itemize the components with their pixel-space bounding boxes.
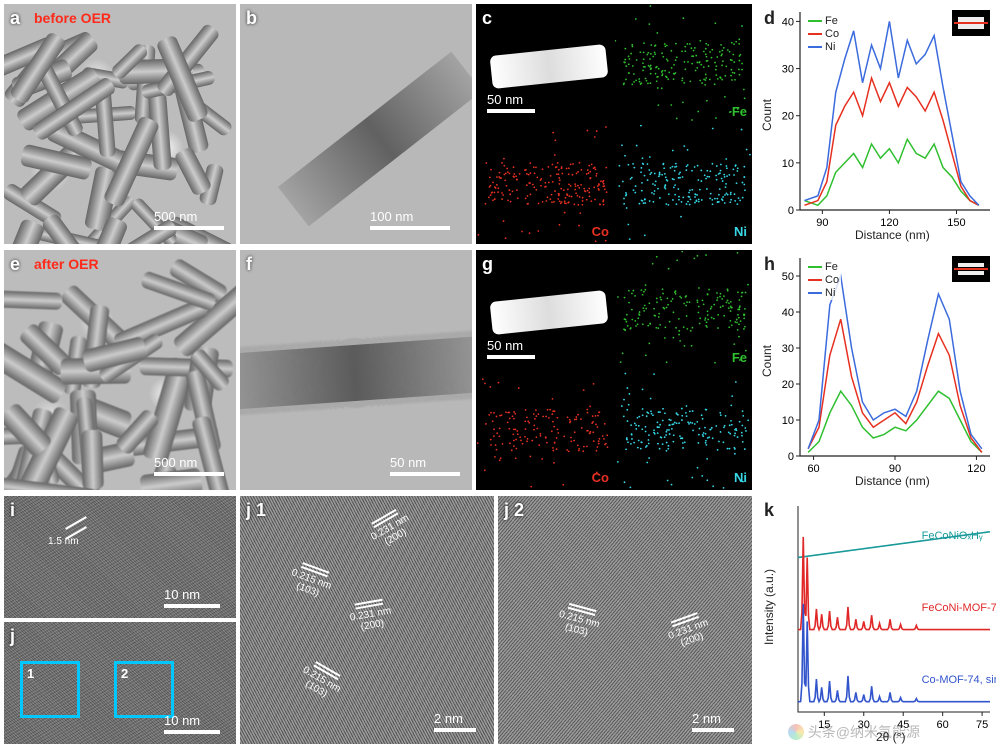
panel-h: h609012001020304050Distance (nm)CountFeC… (758, 250, 996, 490)
y-axis-label: Intensity (a.u.) (762, 569, 776, 645)
scalebar (692, 728, 734, 732)
toutiao-icon (788, 724, 804, 740)
eds-map-Ni: Ni (615, 371, 751, 489)
eds-label: Fe (732, 350, 747, 365)
panel-label: c (482, 8, 492, 29)
scalebar (487, 109, 535, 113)
panel-j2: j 20.215 nm(103)0.231 nm(200)2 nm (498, 496, 752, 744)
overlay-before-oer: before OER (34, 10, 111, 26)
panel-label: g (482, 254, 493, 275)
eds-label: Co (592, 470, 609, 485)
svg-text:150: 150 (947, 217, 965, 229)
eds-label: Co (592, 224, 609, 239)
svg-text:60: 60 (807, 463, 819, 475)
scalebar-label: 50 nm (487, 92, 523, 107)
panel-label: j 2 (504, 500, 524, 521)
svg-text:90: 90 (816, 217, 828, 229)
panel-j1: j 10.231 nm(200)0.215 nm(103)0.231 nm(20… (240, 496, 494, 744)
eds-map-Fe: Fe (615, 5, 751, 123)
eds-map-haadf: 50 nm (477, 5, 613, 123)
scalebar (390, 472, 460, 476)
chart-legend: FeCoNi (806, 14, 841, 54)
panel-a: a before OER 500 nm (4, 4, 236, 244)
panel-label: d (764, 8, 775, 29)
panel-i: i 1.5 nm 10 nm (4, 496, 236, 618)
eds-map-haadf: 50 nm (477, 251, 613, 369)
scalebar (164, 730, 220, 734)
panel-label: h (764, 254, 775, 275)
svg-text:Co-MOF-74, simulated: Co-MOF-74, simulated (922, 674, 996, 686)
panel-c: c 50 nm Fe Co Ni (476, 4, 752, 244)
scalebar-label: 2 nm (434, 711, 463, 726)
panel-label: j 1 (246, 500, 266, 521)
svg-text:120: 120 (967, 463, 985, 475)
svg-text:20: 20 (782, 111, 794, 123)
eds-label: Ni (734, 470, 747, 485)
hrtem-box-2: 2 (114, 661, 174, 718)
spacing-annot: 1.5 nm (48, 536, 79, 547)
x-axis-label: Distance (nm) (855, 228, 930, 242)
svg-text:30: 30 (782, 64, 794, 76)
inset-haadf (952, 256, 990, 282)
overlay-after-oer: after OER (34, 256, 99, 272)
panel-label: i (10, 500, 15, 521)
scalebar (154, 472, 224, 476)
scalebar (370, 226, 450, 230)
scalebar (154, 226, 224, 230)
panel-j: j1210 nm (4, 622, 236, 744)
panel-label: a (10, 8, 20, 29)
scalebar-label: 500 nm (154, 455, 197, 470)
svg-text:10: 10 (782, 158, 794, 170)
panel-label: j (10, 626, 15, 647)
svg-text:10: 10 (782, 415, 794, 427)
svg-text:50: 50 (782, 271, 794, 283)
scalebar (487, 355, 535, 359)
scalebar-label: 100 nm (370, 209, 413, 224)
panel-label: e (10, 254, 20, 275)
svg-text:30: 30 (782, 343, 794, 355)
eds-label: Fe (732, 104, 747, 119)
scalebar-label: 50 nm (487, 338, 523, 353)
panel-b: b 100 nm (240, 4, 472, 244)
scalebar (434, 728, 476, 732)
y-axis-label: Count (760, 345, 774, 377)
svg-text:FeCoNi-MOF-74: FeCoNi-MOF-74 (922, 602, 996, 614)
scalebar-label: 10 nm (164, 587, 200, 602)
svg-text:0: 0 (788, 205, 794, 217)
svg-text:60: 60 (937, 719, 949, 731)
svg-text:75: 75 (976, 719, 988, 731)
x-axis-label: Distance (nm) (855, 474, 930, 488)
eds-map-Ni: Ni (615, 125, 751, 243)
y-axis-label: Count (760, 99, 774, 131)
svg-text:0: 0 (788, 451, 794, 463)
panel-e: e after OER 500 nm (4, 250, 236, 490)
eds-map-Fe: Fe (615, 251, 751, 369)
watermark: 头条@纳米氢能源 (788, 722, 920, 742)
hrtem-box-1: 1 (20, 661, 80, 718)
scalebar (164, 604, 220, 608)
scalebar-label: 50 nm (390, 455, 426, 470)
panel-label: k (764, 500, 774, 521)
watermark-text: 头条@纳米氢能源 (808, 722, 920, 742)
svg-text:40: 40 (782, 16, 794, 28)
chart-legend: FeCoNi (806, 260, 841, 300)
svg-text:20: 20 (782, 379, 794, 391)
scalebar-label: 500 nm (154, 209, 197, 224)
scalebar-label: 2 nm (692, 711, 721, 726)
svg-text:FeCoNiOₓHᵧ: FeCoNiOₓHᵧ (922, 530, 983, 542)
panel-g: g 50 nm Fe Co Ni (476, 250, 752, 490)
svg-text:40: 40 (782, 307, 794, 319)
panel-f: f 50 nm (240, 250, 472, 490)
panel-d: d90120150010203040Distance (nm)CountFeCo… (758, 4, 996, 244)
panel-label: f (246, 254, 252, 275)
eds-label: Ni (734, 224, 747, 239)
eds-map-Co: Co (477, 125, 613, 243)
eds-map-Co: Co (477, 371, 613, 489)
inset-haadf (952, 10, 990, 36)
panel-label: b (246, 8, 257, 29)
panel-k: k1530456075FeCoNiOₓHᵧFeCoNi-MOF-74Co-MOF… (758, 496, 996, 744)
scalebar-label: 10 nm (164, 713, 200, 728)
